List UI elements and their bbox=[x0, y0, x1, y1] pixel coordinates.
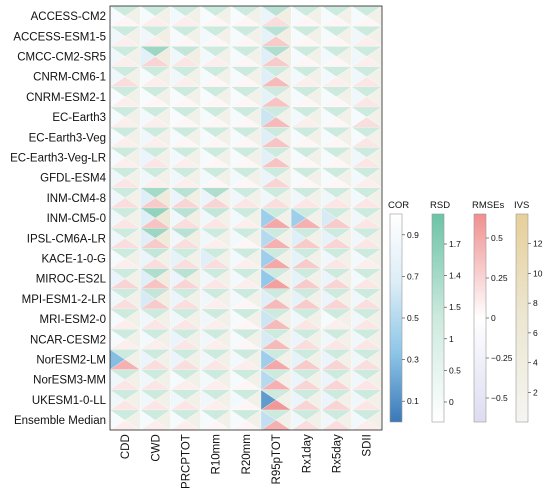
model-label: MIROC-ES2L bbox=[36, 274, 107, 286]
model-label: CNRM-ESM2-1 bbox=[26, 92, 106, 104]
index-label: R20mm bbox=[241, 434, 253, 474]
colorbar-title-cor: COR bbox=[388, 200, 409, 211]
model-label: CMCC-CM2-SR5 bbox=[17, 52, 106, 64]
model-labels: ACCESS-CM2 ACCESS-ESM1-5 CMCC-CM2-SR5 CNRM-… bbox=[10, 11, 106, 427]
colorbar-tick-label: 0 bbox=[449, 397, 454, 407]
model-label: GFDL-ESM4 bbox=[40, 173, 106, 185]
colorbar-tick-label: 0.25 bbox=[491, 273, 508, 283]
model-label: INM-CM4-8 bbox=[47, 193, 106, 205]
colorbar-cor bbox=[389, 213, 403, 423]
model-label: EC-Earth3-Veg-LR bbox=[10, 153, 106, 165]
model-label: EC-Earth3-Veg bbox=[29, 132, 106, 144]
colorbar-tick-label: 12 bbox=[533, 239, 543, 249]
model-label: EC-Earth3 bbox=[52, 112, 106, 124]
colorbar-tick-label: 1.7 bbox=[449, 239, 461, 249]
colorbar-tick-label: 2 bbox=[533, 387, 538, 397]
colorbar-rsd bbox=[431, 213, 445, 423]
index-label: CDD bbox=[120, 434, 132, 459]
plot-frame bbox=[109, 5, 383, 431]
index-label: R10mm bbox=[211, 434, 223, 474]
colorbar-tick-label: 0.9 bbox=[407, 230, 419, 240]
model-label: NorESM3-MM bbox=[33, 375, 106, 387]
colorbar-ivs bbox=[515, 213, 529, 423]
model-label: MPI-ESM1-2-LR bbox=[22, 294, 106, 306]
colorbar-tick-label: 0.5 bbox=[407, 313, 419, 323]
colorbar-tick-label: 0.3 bbox=[407, 355, 419, 365]
index-label: CWD bbox=[150, 434, 162, 461]
colorbar-tick-label: 1 bbox=[449, 334, 454, 344]
index-label: R95pTOT bbox=[271, 434, 283, 484]
index-label: Rx1day bbox=[301, 434, 313, 473]
colorbar-tick-label: 10 bbox=[533, 268, 543, 278]
colorbar-tick-label: 0.1 bbox=[407, 396, 419, 406]
colorbar-tick-label: −0.25 bbox=[491, 353, 513, 363]
colorbar-tick-label: 8 bbox=[533, 298, 538, 308]
model-label: UKESM1-0-LL bbox=[32, 395, 107, 407]
colorbar-tick-label: −0.5 bbox=[491, 393, 508, 403]
colorbar-rmses bbox=[473, 213, 487, 423]
index-label: SDII bbox=[362, 434, 374, 456]
model-label: KACE-1-0-G bbox=[41, 254, 106, 266]
colorbar-title-rmses: RMSEs bbox=[472, 200, 504, 211]
heatmap-cells bbox=[109, 5, 383, 431]
model-label: IPSL-CM6A-LR bbox=[27, 233, 106, 245]
index-labels: CDD CWD PRCPTOT R10mm R20mm R95pTOT Rx1day Rx5d… bbox=[120, 434, 374, 489]
model-label: ACCESS-ESM1-5 bbox=[13, 31, 106, 43]
colorbar-tick-label: 0.5 bbox=[449, 365, 461, 375]
model-label: MRI-ESM2-0 bbox=[40, 314, 106, 326]
colorbar-tick-label: 1.4 bbox=[449, 271, 461, 281]
model-label: CNRM-CM6-1 bbox=[33, 72, 106, 84]
colorbar-tick-label: 0.7 bbox=[407, 271, 419, 281]
model-label: Ensemble Median bbox=[14, 415, 106, 427]
index-label: PRCPTOT bbox=[181, 434, 193, 489]
index-label: Rx5day bbox=[332, 434, 344, 473]
model-label: ACCESS-CM2 bbox=[31, 11, 106, 23]
colorbar-tick-label: 4 bbox=[533, 358, 538, 368]
model-label: INM-CM5-0 bbox=[47, 213, 106, 225]
colorbar-title-ivs: IVS bbox=[514, 200, 529, 211]
colorbar-tick-label: 0 bbox=[491, 313, 496, 323]
model-label: NCAR-CESM2 bbox=[30, 334, 106, 346]
colorbar-tick-label: 6 bbox=[533, 328, 538, 338]
model-label: NorESM2-LM bbox=[36, 355, 106, 367]
colorbar-tick-label: 0.5 bbox=[491, 233, 503, 243]
colorbar-legend: COR 0.9 0.7 0.5 0.3 0.1 RSD 1.7 1.4 1.5 1 0.5 0 RMSEs… bbox=[388, 200, 543, 423]
colorbar-title-rsd: RSD bbox=[430, 200, 450, 211]
colorbar-tick-label: 1.5 bbox=[449, 302, 461, 312]
